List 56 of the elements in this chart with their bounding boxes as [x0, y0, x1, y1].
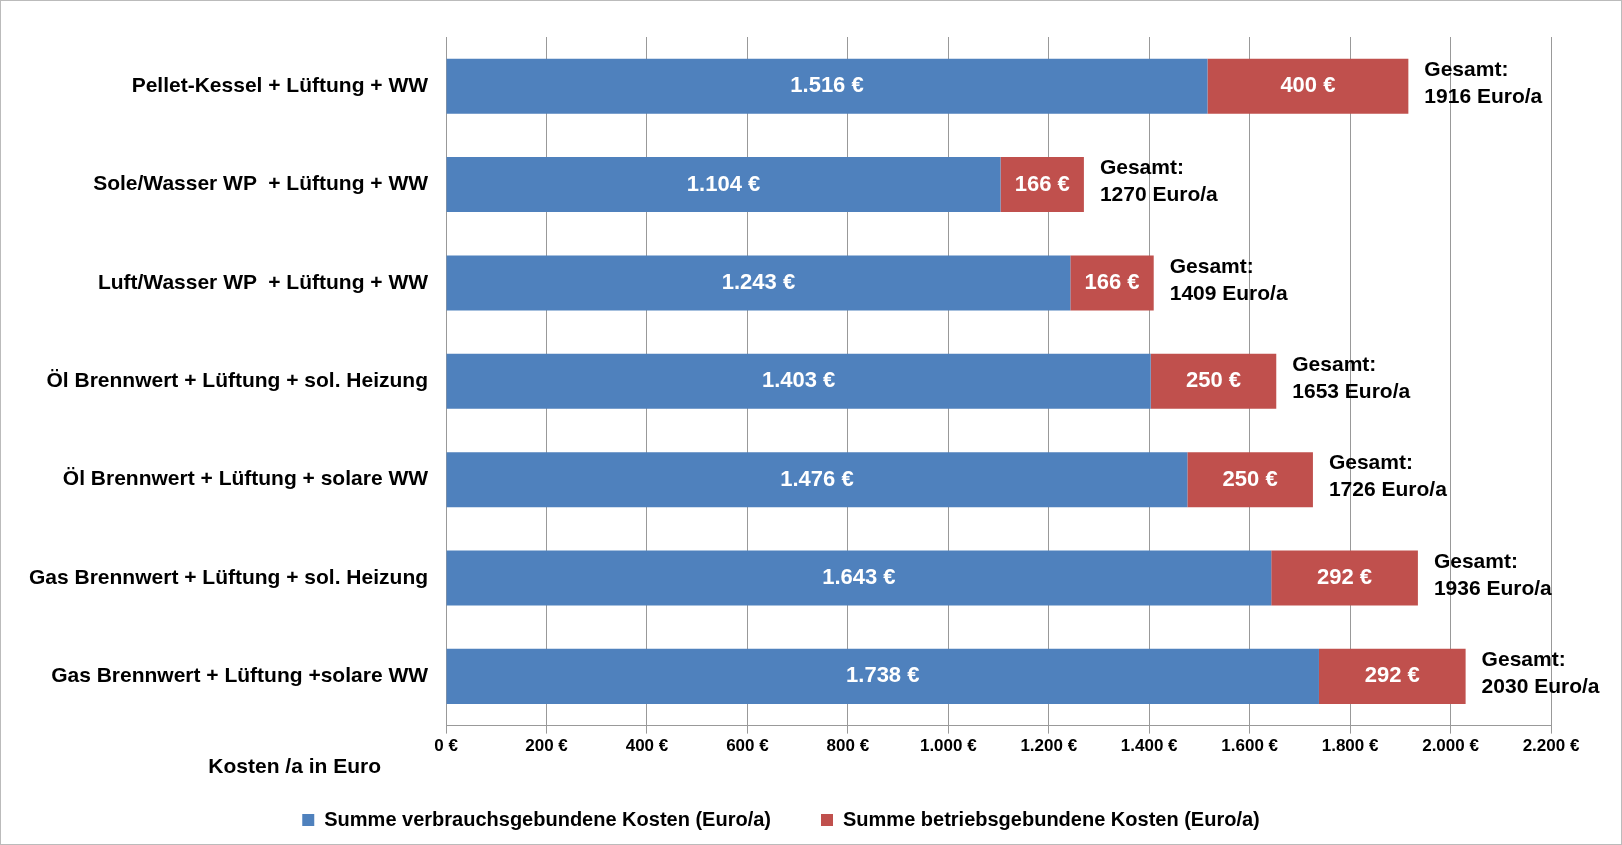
bar: [446, 353, 1151, 409]
bar: [1070, 255, 1154, 311]
y-tick-label: Luft/Wasser WP + Lüftung + WW: [97, 269, 429, 293]
bar: [1271, 550, 1418, 606]
data-label: 250 €: [1222, 465, 1278, 491]
data-label: 1.516 €: [790, 72, 864, 98]
x-tick-label: 0 €: [434, 736, 459, 756]
legend-label: Summe verbrauchsgebundene Kosten (Euro/a): [324, 807, 772, 830]
total-label: Gesamt: 1916 Euro/a: [1424, 56, 1543, 107]
data-label: 292 €: [1317, 564, 1373, 590]
data-label: 292 €: [1364, 662, 1420, 688]
bar: [446, 157, 1001, 213]
x-tick-label: 1.000 €: [919, 736, 978, 756]
data-label: 400 €: [1280, 72, 1336, 98]
legend-label: Summe betriebsgebundene Kosten (Euro/a): [843, 807, 1260, 830]
total-label: Gesamt: 1936 Euro/a: [1433, 548, 1553, 599]
y-tick-label: Pellet-Kessel + Lüftung + WW: [131, 72, 429, 96]
total-label: Gesamt: 1726 Euro/a: [1328, 450, 1448, 501]
bar: [446, 648, 1319, 704]
x-tick-label: 2.200 €: [1522, 736, 1580, 756]
x-axis-title: Kosten /a in Euro: [208, 754, 382, 778]
data-label: 166 €: [1014, 170, 1070, 196]
data-label: 250 €: [1185, 367, 1242, 393]
data-label: 1.403 €: [761, 367, 836, 393]
bar: [446, 255, 1071, 311]
data-label: 1.643 €: [822, 564, 896, 590]
x-tick-label: 800 €: [826, 736, 870, 756]
total-label: Gesamt: 1270 Euro/a: [1099, 155, 1219, 206]
x-tick-label: 2.000 €: [1422, 736, 1480, 756]
bar: [1150, 353, 1277, 409]
x-tick-label: 600 €: [726, 736, 770, 756]
bar: [1318, 648, 1466, 704]
y-tick-label: Gas Brennwert + Lüftung +solare WW: [51, 663, 429, 687]
data-label: 1.476 €: [780, 465, 854, 491]
data-label: 1.104 €: [686, 170, 761, 196]
data-label: 1.738 €: [846, 662, 920, 688]
bar: [446, 452, 1188, 508]
x-tick-label: 1.800 €: [1321, 736, 1379, 756]
bar: [1187, 452, 1313, 508]
total-label: Gesamt: 1409 Euro/a: [1169, 253, 1288, 304]
x-tick-label: 1.200 €: [1020, 736, 1078, 756]
y-tick-label: Öl Brennwert + Lüftung + solare WW: [62, 466, 429, 490]
total-label: Gesamt: 1653 Euro/a: [1292, 352, 1411, 403]
x-tick-label: 1.400 €: [1120, 736, 1179, 756]
data-label: 1.243 €: [721, 268, 796, 294]
y-tick-label: Sole/Wasser WP + Lüftung + WW: [93, 171, 429, 195]
data-label: 166 €: [1084, 268, 1140, 294]
total-label: Gesamt: 2030 Euro/a: [1481, 647, 1600, 698]
bar: [446, 550, 1272, 606]
bar: [1207, 58, 1409, 114]
x-tick-label: 1.600 €: [1221, 736, 1279, 756]
y-tick-label: Öl Brennwert + Lüftung + sol. Heizung: [46, 368, 429, 392]
x-tick-label: 200 €: [525, 736, 569, 756]
bar: [446, 58, 1208, 114]
x-tick-label: 400 €: [625, 736, 669, 756]
y-tick-label: Gas Brennwert + Lüftung + sol. Heizung: [28, 564, 429, 588]
